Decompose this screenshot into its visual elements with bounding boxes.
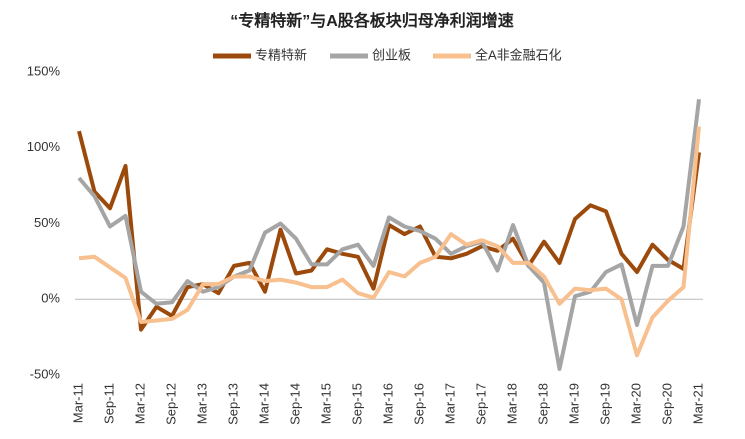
chart-title: “专精特新”与A股各板块归母净利润增速 [230, 11, 514, 30]
legend-label: 全A非金融石化 [475, 47, 562, 62]
x-tick-label: Sep-16 [411, 383, 426, 425]
series-line [77, 130, 701, 332]
x-tick-label: Mar-14 [256, 383, 271, 424]
x-tick-label: Mar-18 [504, 383, 519, 424]
x-tick-label: Sep-11 [101, 383, 116, 424]
x-tick-label: Mar-20 [628, 383, 643, 424]
x-tick-label: Sep-13 [225, 383, 240, 425]
y-tick-label: -50% [30, 366, 61, 381]
series-line [78, 126, 701, 358]
x-tick-label: Mar-15 [318, 383, 333, 424]
x-tick-label: Mar-19 [566, 383, 581, 424]
x-tick-label: Mar-17 [442, 383, 457, 424]
x-tick-label: Sep-20 [659, 383, 674, 425]
x-tick-label: Mar-16 [380, 383, 395, 424]
y-tick-label: 150% [27, 63, 61, 78]
x-tick-label: Mar-12 [132, 383, 147, 424]
x-tick-label: Sep-18 [535, 383, 550, 425]
y-tick-label: 50% [34, 215, 60, 230]
x-tick-label: Mar-21 [690, 383, 705, 424]
x-tick-label: Sep-19 [597, 383, 612, 425]
y-tick-label: 0% [41, 291, 60, 306]
legend-label: 创业板 [372, 47, 411, 62]
x-tick-label: Sep-17 [473, 383, 488, 425]
y-tick-label: 100% [27, 139, 61, 154]
x-tick-label: Sep-15 [349, 383, 364, 425]
x-tick-label: Sep-12 [163, 383, 178, 425]
x-tick-label: Mar-13 [194, 383, 209, 424]
series-line [77, 99, 701, 371]
x-tick-label: Mar-11 [70, 383, 85, 423]
legend-label: 专精特新 [255, 47, 307, 62]
x-tick-label: Sep-14 [287, 383, 302, 425]
